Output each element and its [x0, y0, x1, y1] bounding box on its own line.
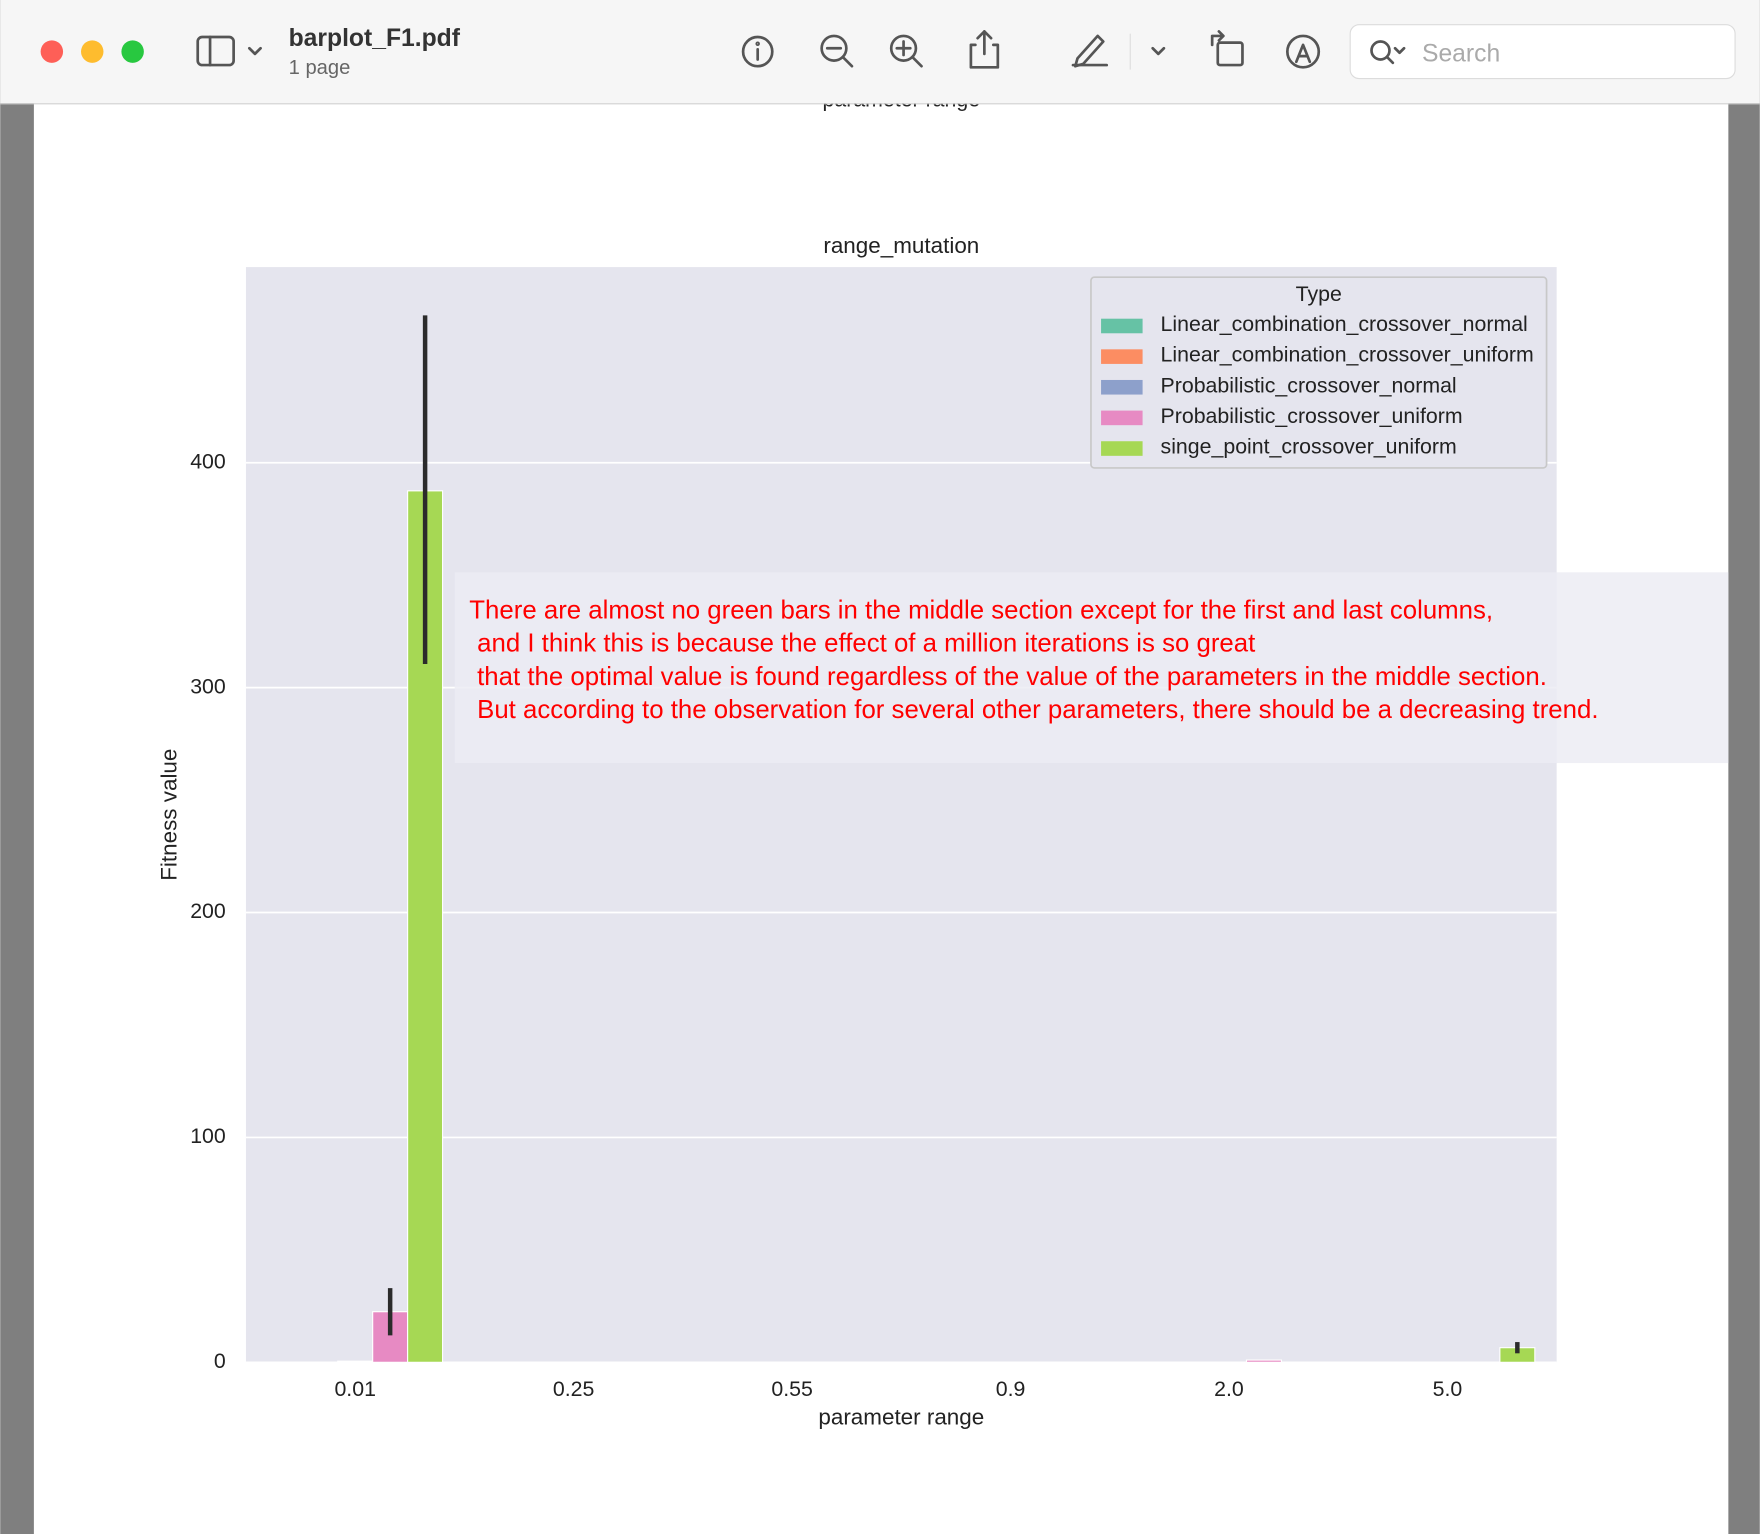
legend-swatch — [1101, 318, 1143, 334]
legend-label: singe_point_crossover_uniform — [1161, 435, 1457, 459]
chart-title: range_mutation — [823, 233, 979, 258]
markup-menu-button[interactable] — [1151, 46, 1166, 56]
search-field[interactable] — [1349, 24, 1736, 80]
window-title: barplot_F1.pdf — [289, 25, 461, 52]
legend-swatch — [1101, 379, 1143, 395]
y-tick-label: 0 — [214, 1349, 226, 1373]
legend-swatch — [1101, 349, 1143, 364]
legend-label: Probabilistic_crossover_uniform — [1161, 404, 1463, 428]
rotate-button[interactable] — [1210, 30, 1244, 67]
legend-label: Linear_combination_crossover_uniform — [1161, 343, 1534, 367]
annotate-button[interactable] — [1285, 34, 1321, 69]
search-placeholder: Search — [1422, 41, 1500, 68]
legend-swatch — [1101, 410, 1143, 426]
legend-label: Probabilistic_crossover_normal — [1161, 373, 1457, 397]
markup-button[interactable] — [1071, 34, 1109, 68]
legend-label: Linear_combination_crossover_normal — [1161, 312, 1528, 336]
zoom-button[interactable] — [121, 40, 144, 63]
annotation-line: But according to the observation for sev… — [477, 696, 1598, 724]
search-icon — [1370, 40, 1406, 65]
annotation-box — [454, 572, 1729, 764]
legend-box — [1090, 276, 1548, 469]
annotation-line: that the optimal value is found regardle… — [477, 663, 1547, 691]
zoom-out-button[interactable] — [820, 34, 854, 68]
x-tick-label: 0.55 — [771, 1377, 812, 1401]
annotation-line: There are almost no green bars in the mi… — [469, 596, 1493, 624]
y-tick-label: 300 — [190, 674, 226, 698]
window-subtitle: 1 page — [289, 57, 351, 79]
y-tick-label: 100 — [190, 1124, 226, 1148]
x-tick-label: 0.25 — [553, 1377, 594, 1401]
info-button[interactable] — [741, 35, 774, 68]
chart: range_mutation parameter range Fitness val… — [157, 233, 1557, 1429]
legend-title: Type — [1296, 282, 1342, 306]
x-tick-label: 5.0 — [1433, 1377, 1463, 1401]
share-button[interactable] — [969, 30, 1000, 69]
x-tick-label: 0.01 — [334, 1377, 375, 1401]
annotation-line: and I think this is because the effect o… — [477, 630, 1255, 658]
y-tick-label: 200 — [190, 899, 226, 923]
close-button[interactable] — [40, 40, 64, 63]
legend-swatch — [1101, 441, 1143, 456]
y-axis-label: Fitness value — [157, 749, 182, 881]
zoom-in-button[interactable] — [889, 34, 923, 68]
x-tick-label: 0.9 — [996, 1377, 1026, 1401]
bar — [337, 1360, 374, 1363]
sidebar-button[interactable] — [196, 35, 262, 67]
x-axis-label: parameter range — [818, 1404, 984, 1429]
x-tick-label: 2.0 — [1214, 1377, 1244, 1401]
minimize-button[interactable] — [81, 40, 104, 63]
y-tick-label: 400 — [190, 449, 226, 473]
bar — [1245, 1359, 1282, 1363]
